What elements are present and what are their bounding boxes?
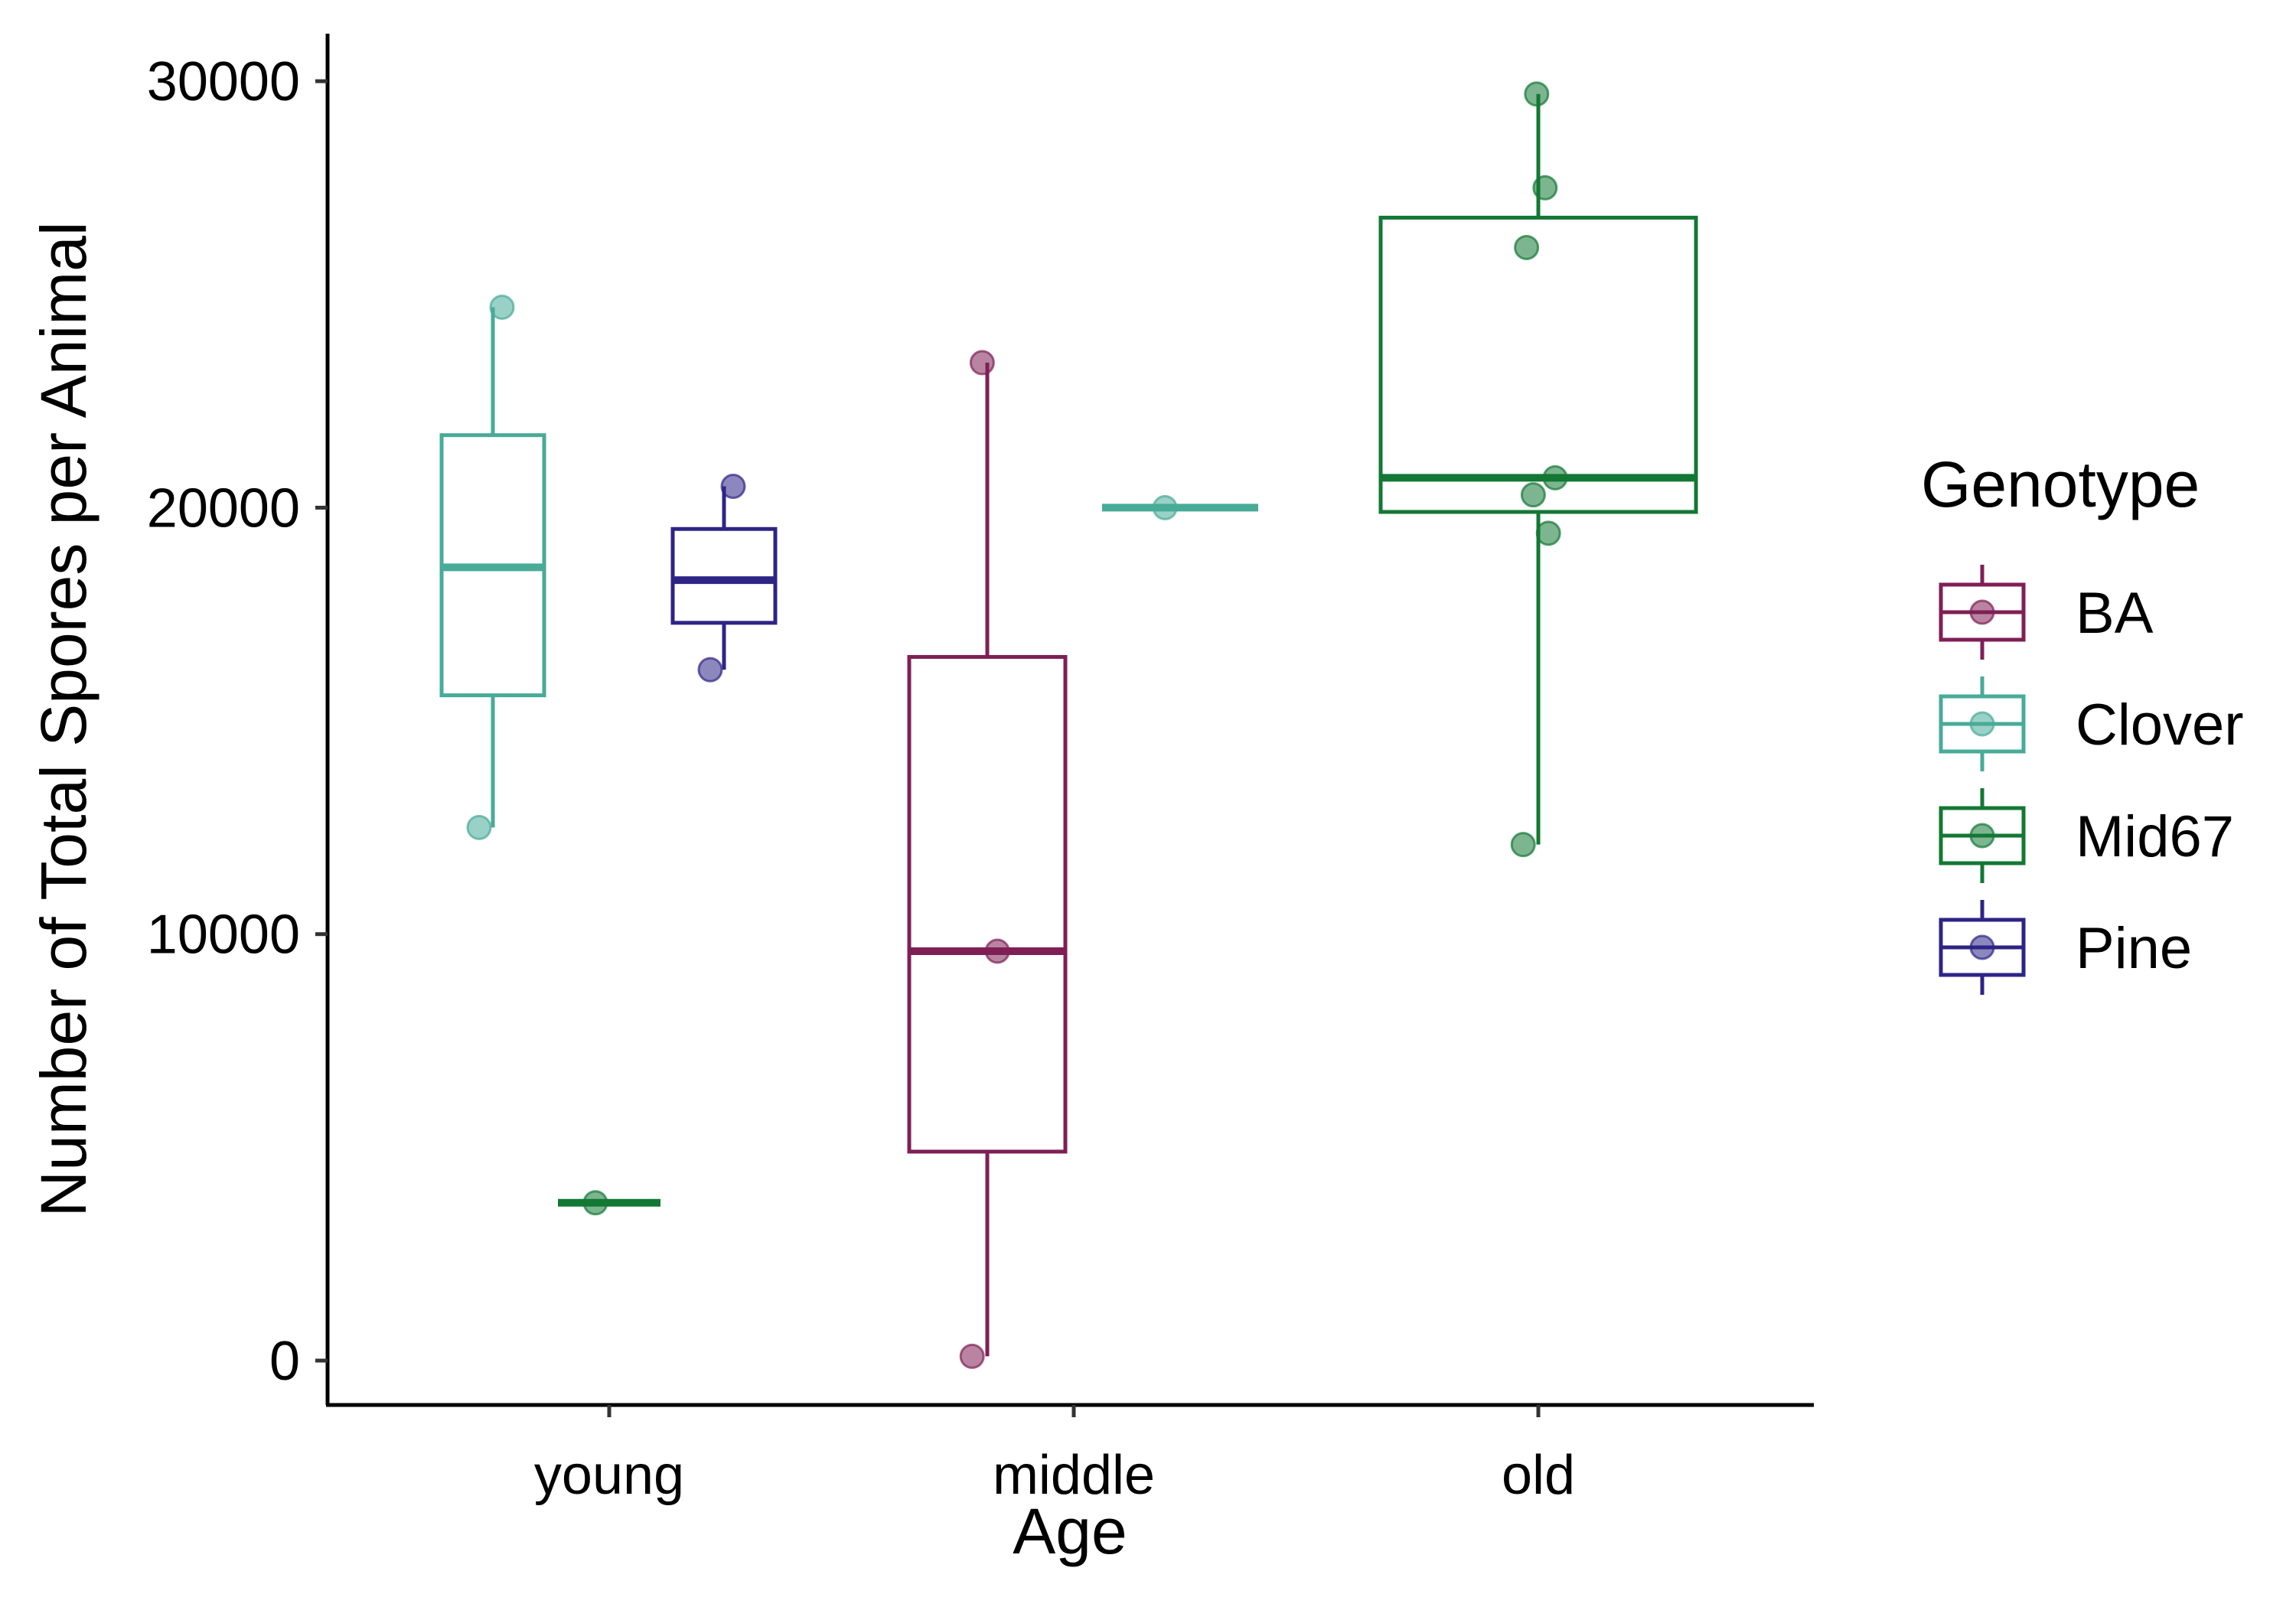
boxplot-BA-middle [907, 350, 1068, 1369]
data-point [1152, 494, 1178, 520]
box [1378, 215, 1698, 514]
x-ticks: young middle old [534, 1405, 1575, 1506]
data-point [1524, 81, 1550, 107]
data-point [582, 1190, 608, 1216]
data-point [1510, 832, 1536, 858]
boxplot-Clover-young [439, 294, 546, 840]
x-tick-label: young [534, 1445, 684, 1506]
legend-label: BA [2076, 581, 2154, 646]
boxplot-Mid67-young [558, 1190, 660, 1216]
legend-key-Clover: Clover [1939, 676, 2244, 771]
legend-key-Pine: Pine [1939, 900, 2192, 995]
boxplot-Pine-young [670, 474, 778, 683]
x-tick-label: old [1502, 1445, 1575, 1506]
legend-title: Genotype [1921, 448, 2200, 520]
boxplot-Mid67-old [1378, 81, 1698, 858]
data-point [1514, 234, 1540, 260]
data-point [720, 474, 746, 500]
y-tick-label: 30000 [147, 51, 300, 112]
y-tick-label: 0 [269, 1331, 300, 1392]
legend-keys: BA Clover Mid67 Pine [1939, 565, 2244, 995]
legend-point [1969, 711, 1995, 737]
y-ticks: 0 10000 20000 30000 [147, 51, 328, 1392]
plot-area [439, 81, 1698, 1369]
data-point [1542, 464, 1568, 491]
data-point [959, 1343, 985, 1369]
boxplot-Clover-middle [1102, 494, 1258, 520]
y-tick-label: 20000 [147, 478, 300, 539]
data-point [984, 938, 1010, 964]
axes: 0 10000 20000 30000 young middle old Age Numb… [28, 34, 1814, 1567]
data-point [1535, 520, 1561, 546]
y-tick-label: 10000 [147, 905, 300, 966]
legend: Genotype BA Clover Mid67 Pine [1921, 448, 2244, 995]
y-axis-title: Number of Total Spores per Animal [28, 221, 99, 1217]
legend-point [1969, 599, 1995, 625]
legend-point [1969, 934, 1995, 960]
legend-label: Clover [2076, 693, 2244, 758]
box [907, 654, 1068, 1154]
data-point [466, 814, 492, 840]
x-axis-title: Age [1013, 1495, 1127, 1567]
legend-key-BA: BA [1939, 565, 2154, 660]
legend-point [1969, 823, 1995, 849]
data-point [969, 350, 995, 376]
data-point [697, 657, 723, 683]
data-point [1520, 482, 1546, 508]
box [670, 526, 778, 625]
data-point [489, 294, 515, 320]
legend-key-Mid67: Mid67 [1939, 788, 2234, 883]
data-point [1532, 174, 1558, 200]
legend-label: Pine [2076, 916, 2192, 981]
legend-label: Mid67 [2076, 804, 2234, 869]
x-tick-label: middle [993, 1445, 1155, 1506]
